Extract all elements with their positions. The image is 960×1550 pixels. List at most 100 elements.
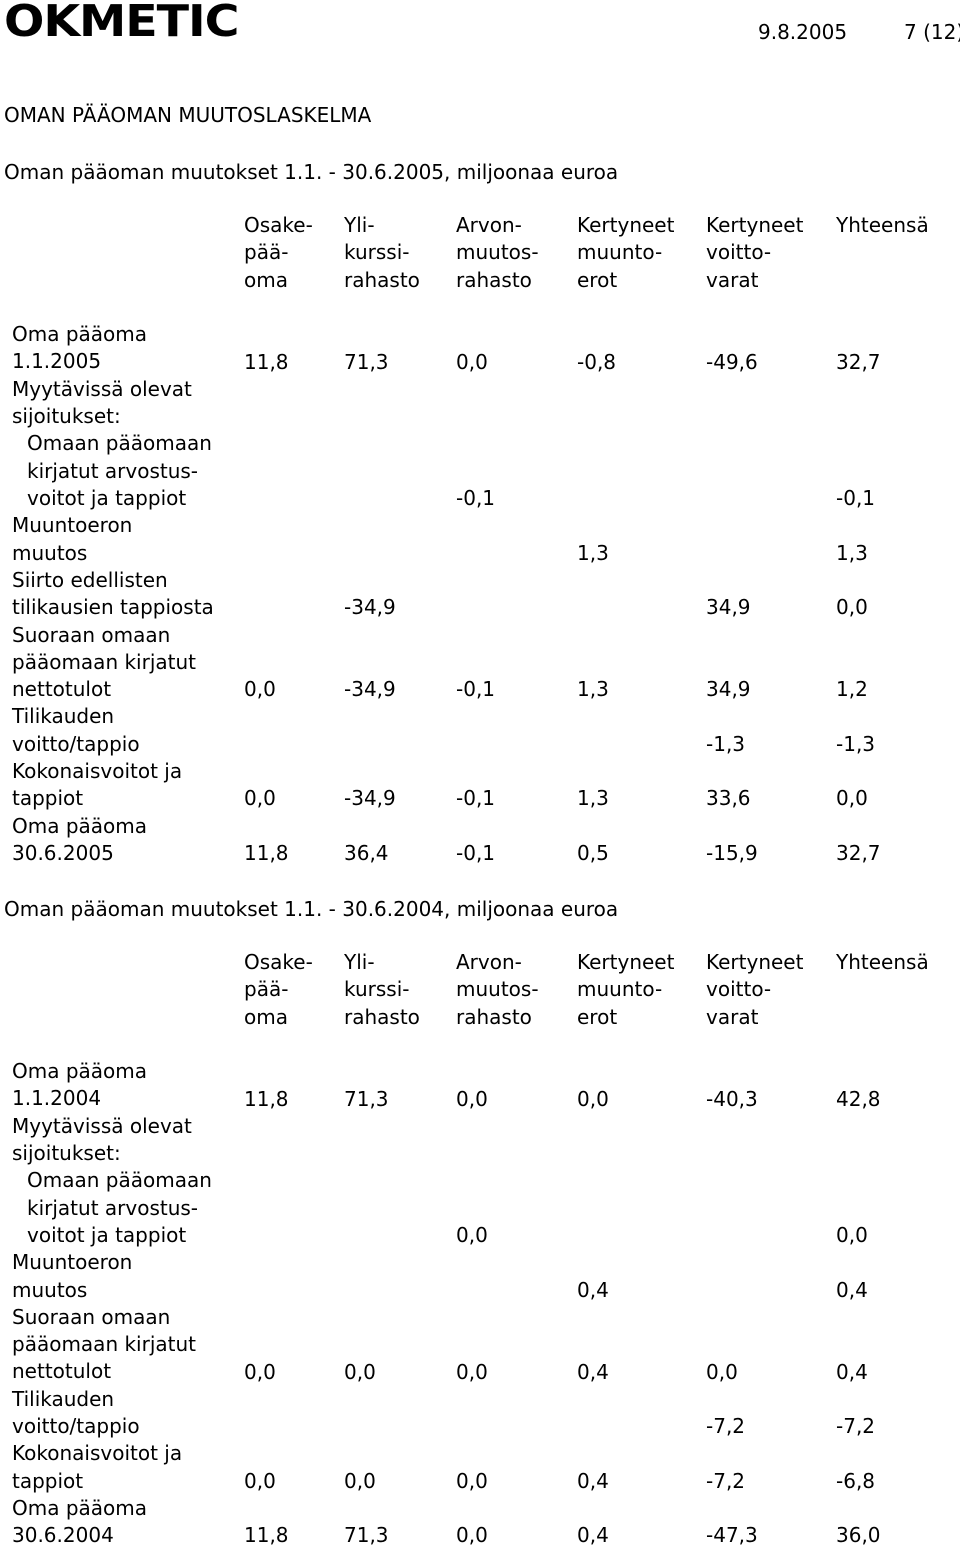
table-cell: -7,2 (836, 1414, 876, 1439)
row-label-line: Muuntoeron (12, 1250, 133, 1275)
table-cell: -1,3 (706, 731, 746, 756)
column-header-line: Yli- (344, 950, 375, 974)
report-date: 9.8.2005 (758, 20, 848, 44)
column-header: Osake-pää-oma (244, 212, 313, 294)
column-header: Kertyneet voitto-varat (706, 212, 803, 294)
table-cell: 0,0 (706, 1359, 738, 1384)
section-title: Oman pääoman muutokset 1.1. - 30.6.2005,… (4, 160, 619, 184)
column-header-line: Yhteensä (836, 950, 929, 974)
column-header-line: kurssi- (344, 977, 410, 1002)
table-cell: -40,3 (706, 1086, 758, 1111)
row-label-line: voitto/tappio (12, 731, 140, 756)
row-label-line: pääomaan kirjatut (12, 1332, 197, 1357)
row-label-line: kirjatut arvostus- (27, 458, 199, 483)
row-label: Suoraan omaan pääomaan kirjatut nettotulot (12, 622, 196, 704)
table-cell: 11,8 (244, 1086, 289, 1111)
row-label-line: sijoitukset: (12, 1141, 121, 1166)
row-label: Omaan pääomaan kirjatut arvostus-voitot j… (12, 1167, 212, 1249)
row-label-line: voitto/tappio (12, 1414, 140, 1439)
row-label: Myytävissä olevat sijoitukset: (12, 376, 192, 431)
table-cell: 0,0 (456, 349, 488, 374)
column-header-line: rahasto (344, 267, 420, 292)
column-header-line: oma (244, 267, 288, 292)
table-cell: 71,3 (344, 1086, 389, 1111)
row-label: Myytävissä olevat sijoitukset: (12, 1113, 192, 1168)
table-cell: 32,7 (836, 840, 881, 865)
column-header: Yhteensä (836, 212, 929, 239)
column-header-line: Osake- (244, 950, 313, 974)
table-cell: 0,0 (456, 1086, 488, 1111)
row-label: Tilikauden voitto/tappio (12, 703, 140, 758)
row-label: Muuntoeron muutos (12, 1249, 132, 1304)
column-header: Kertyneet muunto-erot (577, 949, 674, 1031)
table-cell: 0,0 (456, 1223, 488, 1247)
table-cell: 1,3 (836, 540, 868, 565)
row-label-line: Tilikauden (12, 1386, 115, 1411)
row-label: Oma pääoma 1.1.2005 (12, 321, 147, 376)
column-header-line: muutos- (456, 977, 539, 1002)
row-label-line: pääomaan kirjatut (12, 649, 197, 674)
row-label-line: Muuntoeron (12, 513, 133, 538)
table-cell: 0,4 (836, 1277, 868, 1302)
row-label-line: Tilikauden (12, 704, 115, 729)
column-header-line: Kertyneet (706, 213, 804, 237)
row-label-line: Kokonaisvoitot ja (12, 1441, 183, 1466)
row-label-line: 30.6.2005 (12, 840, 114, 865)
table-cell: 0,4 (836, 1359, 868, 1384)
document-title: OMAN PÄÄOMAN MUUTOSLASKELMA (4, 103, 372, 127)
column-header-line: Kertyneet (706, 950, 804, 974)
row-label-line: Siirto edellisten (12, 567, 168, 592)
table-cell: -34,9 (344, 786, 396, 811)
table-cell: 0,0 (836, 786, 868, 811)
column-header-line: rahasto (456, 267, 532, 292)
table-cell: 1,2 (836, 677, 868, 702)
table-cell: 32,7 (836, 349, 881, 374)
table-cell: -0,1 (456, 486, 496, 510)
table-cell: 42,8 (836, 1086, 881, 1111)
column-header-line: muutos- (456, 240, 539, 265)
row-label-line: muutos (12, 540, 88, 565)
column-header-line: Yli- (344, 213, 375, 237)
row-label-line: tappiot (12, 1468, 84, 1493)
row-label-line: nettotulot (12, 677, 112, 702)
table-cell: 71,3 (344, 349, 389, 374)
column-header-line: erot (577, 1004, 618, 1029)
row-label-line: Omaan pääomaan (27, 431, 212, 456)
column-header: Kertyneet voitto-varat (706, 949, 803, 1031)
table-cell: 1,3 (577, 677, 609, 702)
row-label: Muuntoeron muutos (12, 512, 132, 567)
column-header-line: Arvon- (456, 950, 522, 974)
table-cell: 0,0 (244, 786, 276, 811)
table-cell: 0,0 (244, 677, 276, 702)
row-label: Oma pääoma 30.6.2004 (12, 1495, 147, 1550)
table-cell: -7,2 (706, 1468, 746, 1493)
table-cell: 0,0 (244, 1359, 276, 1384)
table-cell: 1,3 (577, 540, 609, 565)
table-cell: -6,8 (836, 1468, 876, 1493)
column-header: Yli-kurssi-rahasto (344, 212, 420, 294)
row-label-line: 1.1.2005 (12, 349, 102, 374)
table-cell: 0,0 (456, 1359, 488, 1384)
row-label: Omaan pääomaan kirjatut arvostus-voitot j… (12, 430, 212, 512)
row-label-line: 30.6.2004 (12, 1523, 114, 1548)
column-header-line: Kertyneet (577, 950, 675, 974)
column-header: Arvon-muutos-rahasto (456, 949, 539, 1031)
column-header-line: voitto- (706, 977, 772, 1002)
table-cell: -0,8 (577, 349, 617, 374)
row-label: Suoraan omaan pääomaan kirjatut nettotulot (12, 1304, 196, 1386)
row-label-line: Omaan pääomaan (27, 1168, 212, 1193)
table-cell: -47,3 (706, 1523, 758, 1548)
table-cell: 0,0 (836, 1223, 868, 1247)
column-header-line: varat (706, 1004, 759, 1029)
row-label-line: Oma pääoma (12, 813, 148, 838)
row-label-line: Oma pääoma (12, 1496, 148, 1520)
column-header: Kertyneet muunto-erot (577, 212, 674, 294)
row-label-line: Myytävissä olevat (12, 376, 192, 401)
table-cell: 0,4 (577, 1468, 609, 1493)
row-label: Siirto edellisten tilikausien tappiosta (12, 567, 214, 622)
column-header-line: Osake- (244, 213, 313, 237)
column-header: Yhteensä (836, 949, 929, 976)
page-number: 7 (12) (904, 20, 960, 44)
column-header-line: rahasto (344, 1004, 420, 1029)
table-cell: -0,1 (456, 786, 496, 811)
